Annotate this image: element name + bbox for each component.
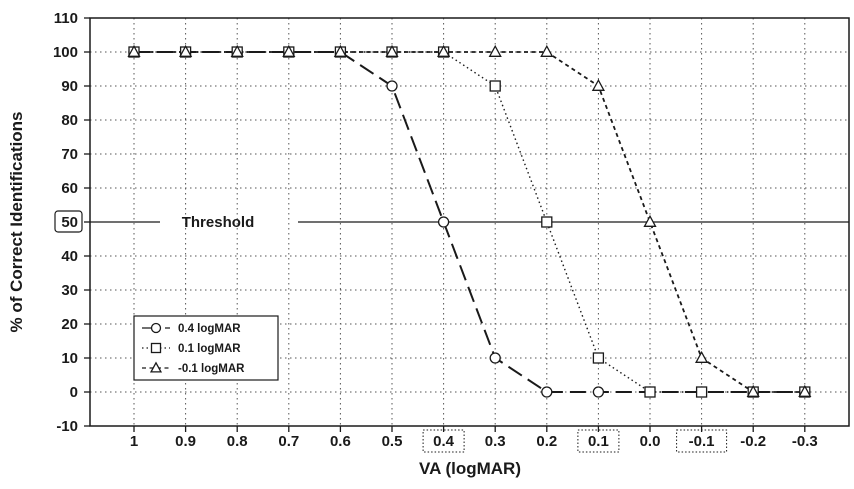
data-point-square — [489, 80, 501, 92]
data-point-square — [695, 386, 708, 398]
data-point-triangle — [798, 384, 812, 397]
data-point-triangle — [591, 78, 605, 91]
x-label-highlight-box — [676, 429, 728, 453]
legend-label: -0.1 logMAR — [178, 363, 245, 375]
legend-label: 0.1 logMAR — [178, 343, 241, 355]
y-tick-label: 100 — [53, 44, 78, 61]
y-tick-label: -10 — [56, 418, 78, 435]
y-tick-label: 50 — [61, 214, 78, 231]
y-tick-label: 110 — [54, 10, 78, 27]
x-tick-label: 0.1 — [588, 433, 609, 450]
data-point-circle — [592, 386, 605, 398]
data-point-triangle — [643, 214, 657, 227]
x-tick-label: 0.6 — [330, 433, 351, 450]
series-layer — [127, 44, 812, 398]
y-tick-label: 10 — [61, 350, 78, 367]
data-point-triangle — [488, 44, 502, 57]
data-point-square — [644, 386, 656, 398]
data-point-triangle — [333, 44, 347, 57]
data-point-circle — [489, 352, 501, 364]
data-point-triangle — [746, 384, 760, 397]
data-point-circle — [541, 386, 553, 398]
y-tick-label: 30 — [61, 282, 78, 299]
series-line — [134, 51, 805, 393]
data-point-square — [592, 352, 605, 364]
legend-label: 0.4 logMAR — [178, 323, 241, 335]
x-tick-label: 0.2 — [536, 433, 557, 450]
threshold-layer: Threshold — [90, 214, 849, 231]
y-axis-title: % of Correct Identifications — [7, 111, 26, 332]
data-point-triangle — [230, 44, 244, 57]
x-tick-label: 0.9 — [175, 433, 196, 450]
x-tick-label: 0.5 — [382, 433, 403, 450]
x-tick-label: -0.2 — [740, 433, 766, 450]
data-point-triangle — [127, 44, 141, 57]
x-tick-label: 0.7 — [278, 433, 299, 450]
x-tick-label: 1 — [130, 433, 138, 450]
data-point-triangle — [385, 44, 399, 57]
x-tick-label: 0.8 — [227, 433, 248, 450]
y-tick-label: 90 — [61, 78, 78, 95]
data-point-triangle — [437, 44, 451, 57]
threshold-label: Threshold — [182, 214, 255, 231]
data-point-circle — [386, 80, 398, 92]
x-axis-title: VA (logMAR) — [419, 459, 521, 478]
x-tick-label: -0.3 — [792, 433, 818, 450]
x-tick-label: 0.3 — [485, 433, 506, 450]
data-point-circle — [437, 216, 450, 228]
data-point-triangle — [149, 361, 163, 373]
tick-layer: -10 0 10 20 30 40 50 60 70 80 90 100 110 1 0.9 0.8 0.7 0.… — [53, 10, 818, 453]
data-point-triangle — [695, 350, 709, 363]
x-tick-label: 0.0 — [640, 433, 661, 450]
x-tick-label: 0.4 — [433, 433, 455, 450]
data-point-square — [150, 342, 162, 354]
y-tick-label: 0 — [70, 384, 78, 401]
y-label-highlight-box — [54, 210, 83, 233]
y-tick-label: 70 — [61, 146, 78, 163]
y-tick-label: 40 — [61, 248, 78, 265]
y-tick-label: 80 — [61, 112, 78, 129]
y-tick-label: 60 — [61, 180, 78, 197]
data-point-triangle — [179, 44, 193, 57]
data-point-triangle — [540, 44, 554, 57]
data-point-circle — [150, 322, 162, 334]
data-point-triangle — [282, 44, 296, 57]
legend: 0.4 logMAR 0.1 logMAR -0.1 logMAR — [133, 315, 279, 381]
y-tick-label: 20 — [61, 316, 78, 333]
data-point-square — [541, 216, 553, 228]
x-tick-label: -0.1 — [689, 433, 715, 450]
